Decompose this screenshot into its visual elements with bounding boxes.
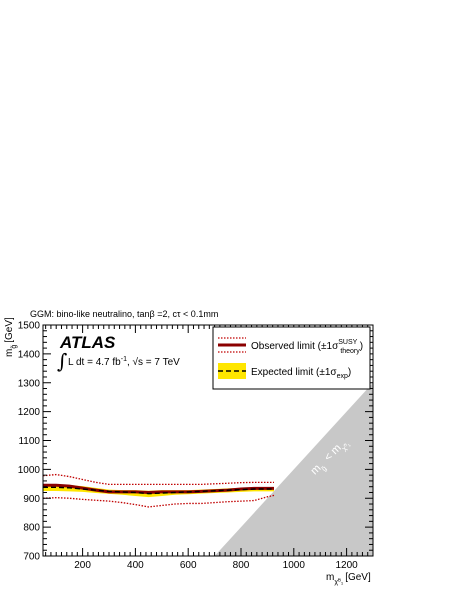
x-tick-label: 1000 — [283, 560, 306, 571]
x-tick-label: 200 — [74, 560, 91, 571]
x-axis-label: mχ̃⁰₁ [GeV] — [326, 572, 371, 586]
observed-theory-up-line — [42, 473, 274, 486]
kinematic-region — [214, 382, 373, 556]
observed-theory-down-line — [42, 494, 275, 508]
chart-title: GGM: bino-like neutralino, tanβ =2, cτ <… — [30, 309, 218, 319]
curves-layer — [42, 473, 275, 508]
legend-observed-sub: theory — [340, 348, 360, 355]
y-axis-label: mg̃[GeV] — [4, 317, 18, 357]
observed-limit-line — [43, 483, 274, 494]
x-tick-label: 600 — [180, 560, 197, 571]
kinematic-label-sub1: g̃ — [320, 465, 328, 473]
y-tick-label: 800 — [23, 523, 40, 534]
x-tick-label: 1200 — [335, 560, 358, 571]
legend-observed-sup: SUSY — [338, 339, 357, 346]
kinematic-region-layer — [214, 382, 373, 556]
legend-expected-sub: exp — [337, 373, 348, 380]
y-tick-label: 1300 — [18, 378, 41, 389]
y-tick-label: 900 — [23, 494, 40, 505]
y-axis-label-sub: g̃ — [11, 345, 18, 349]
legend-expected-label: Expected limit (±1σexp) — [251, 367, 351, 380]
lumi-label: ∫ L dt = 4.7 fb-1, √s = 7 TeV — [57, 349, 180, 373]
lumi-superscript: -1 — [121, 356, 127, 363]
y-tick-label: 1400 — [18, 349, 41, 360]
y-tick-label: 1000 — [18, 465, 41, 476]
y-tick-label: 1200 — [18, 407, 41, 418]
energy-text: , √s = 7 TeV — [127, 356, 180, 368]
integral-sign: ∫ — [57, 349, 67, 373]
legend: Observed limit (±1σSUSY theory) Expected … — [212, 326, 371, 390]
legend-observed-label: Observed limit (±1σSUSY theory) — [251, 339, 363, 355]
y-tick-label: 1100 — [18, 436, 40, 447]
x-tick-label: 800 — [233, 560, 250, 571]
y-tick-label: 1500 — [18, 321, 41, 332]
y-tick-label: 700 — [23, 552, 40, 563]
atlas-label: ATLAS — [59, 333, 116, 352]
lumi-text: L dt = 4.7 fb-1, √s = 7 TeV — [68, 356, 180, 368]
legend-expected-band — [218, 363, 246, 379]
x-axis-label-sub: χ̃⁰₁ — [334, 578, 343, 586]
x-tick-label: 400 — [127, 560, 144, 571]
